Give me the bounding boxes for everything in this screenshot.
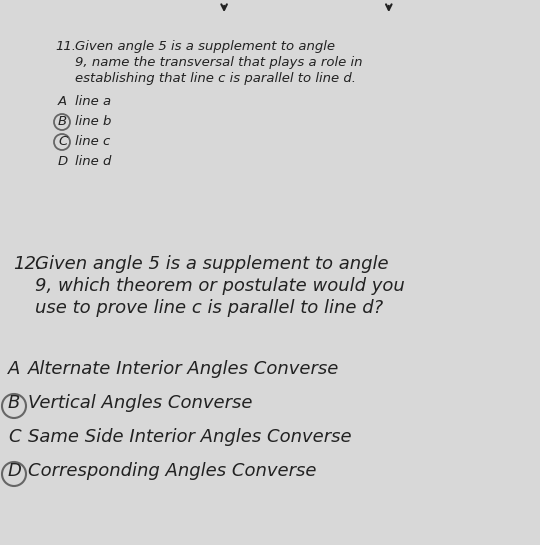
Text: line b: line b [75,115,111,128]
Text: line d: line d [75,155,111,168]
Text: B: B [8,394,21,412]
Text: 9, name the transversal that plays a role in: 9, name the transversal that plays a rol… [75,56,362,69]
Text: B: B [58,115,67,128]
Text: 9, which theorem or postulate would you: 9, which theorem or postulate would you [35,277,405,295]
Text: Vertical Angles Converse: Vertical Angles Converse [28,394,253,412]
Text: line a: line a [75,95,111,108]
Text: A: A [8,360,21,378]
Text: Corresponding Angles Converse: Corresponding Angles Converse [28,462,316,480]
Text: use to prove line c is parallel to line d?: use to prove line c is parallel to line … [35,299,383,317]
Text: Alternate Interior Angles Converse: Alternate Interior Angles Converse [28,360,339,378]
Text: 11.: 11. [55,40,76,53]
Text: establishing that line c is parallel to line d.: establishing that line c is parallel to … [75,72,356,85]
Text: Given angle 5 is a supplement to angle: Given angle 5 is a supplement to angle [75,40,335,53]
Text: C: C [8,428,21,446]
Text: A: A [58,95,67,108]
Text: line c: line c [75,135,110,148]
Text: C: C [58,135,68,148]
Text: Given angle 5 is a supplement to angle: Given angle 5 is a supplement to angle [35,255,389,273]
Text: D: D [58,155,68,168]
Text: D: D [8,462,22,480]
Text: Same Side Interior Angles Converse: Same Side Interior Angles Converse [28,428,352,446]
Text: 12.: 12. [13,255,42,273]
